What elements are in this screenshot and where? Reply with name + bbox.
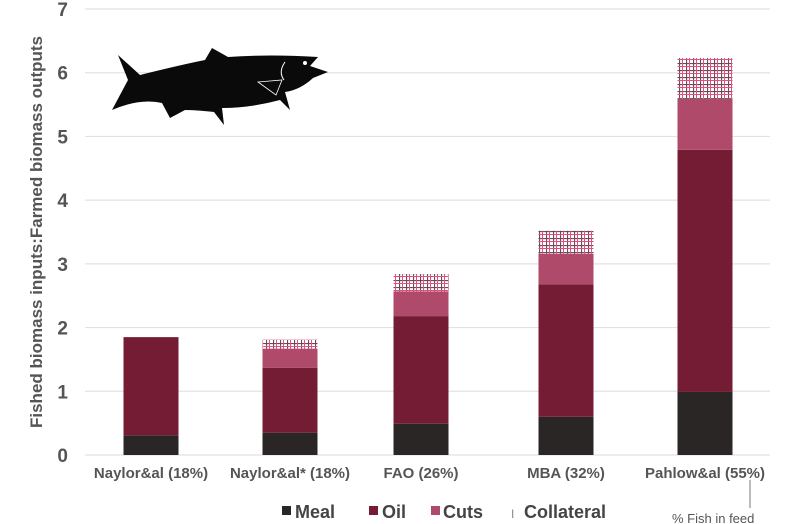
y-tick-label: 4 xyxy=(57,191,68,212)
bar-meal-segment xyxy=(262,432,318,455)
legend-swatch-oil xyxy=(369,506,378,515)
bar-cuts-segment xyxy=(262,348,318,368)
bar-oil-segment xyxy=(393,316,449,424)
y-axis-label: Fished biomass inputs:Farmed biomass out… xyxy=(27,36,46,428)
bar-cuts-segment xyxy=(677,98,733,150)
salmon-icon xyxy=(112,48,328,125)
y-tick-label: 7 xyxy=(57,0,68,21)
legend-swatch-cuts xyxy=(431,506,440,515)
bar-oil-segment xyxy=(538,284,594,417)
bar-collateral-segment xyxy=(677,58,733,99)
legend-swatch-collateral: I xyxy=(511,507,514,521)
bar-cuts-segment xyxy=(393,291,449,317)
legend: Meal Oil Cuts I Collateral xyxy=(282,502,606,522)
bar-meal-segment xyxy=(538,416,594,455)
y-tick-label: 3 xyxy=(57,255,68,276)
bar-cuts-segment xyxy=(538,253,594,285)
y-tick-label: 5 xyxy=(57,127,68,148)
bar-meal-segment xyxy=(677,391,733,455)
x-category-label: FAO (26%) xyxy=(383,465,458,482)
bar-collateral-segment xyxy=(393,274,449,292)
legend-cuts: Cuts xyxy=(443,502,483,522)
bar-oil-segment xyxy=(262,367,318,433)
x-category-label: Naylor&al* (18%) xyxy=(230,465,350,482)
annotation-fish-in-feed: % Fish in feed xyxy=(672,511,754,524)
bar-oil-segment xyxy=(123,337,179,436)
y-tick-label: 2 xyxy=(57,319,68,340)
x-category-label: Pahlow&al (55%) xyxy=(645,465,765,482)
bar-meal-segment xyxy=(393,423,449,455)
legend-collateral: Collateral xyxy=(524,502,606,522)
x-category-label: MBA (32%) xyxy=(527,465,605,482)
y-tick-label: 1 xyxy=(57,382,68,403)
y-tick-label: 0 xyxy=(57,446,68,467)
legend-swatch-meal xyxy=(282,506,291,515)
bar-collateral-segment xyxy=(262,339,318,349)
x-category-label: Naylor&al (18%) xyxy=(94,465,208,482)
bar-collateral-segment xyxy=(538,230,594,254)
bar-meal-segment xyxy=(123,435,179,455)
legend-meal: Meal xyxy=(295,502,335,522)
legend-oil: Oil xyxy=(382,502,406,522)
bar-oil-segment xyxy=(677,149,733,392)
y-tick-label: 6 xyxy=(57,64,68,85)
